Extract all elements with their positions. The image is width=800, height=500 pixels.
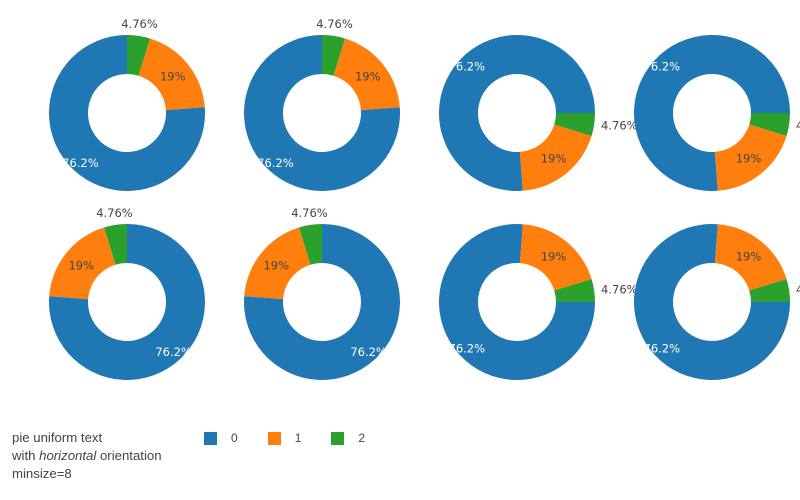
pie-0-label-1: 19% (160, 70, 186, 84)
pie-6-slice-2[interactable] (554, 279, 595, 302)
legend-item-2[interactable]: 2 (331, 431, 365, 445)
pie-5-label-2: 4.76% (291, 206, 328, 220)
pie-1-label-0: 76.2% (257, 156, 294, 170)
pie-4-slice-0[interactable] (49, 224, 206, 380)
pie-4-label-1: 19% (68, 259, 94, 273)
pie-7-slice-1[interactable] (714, 224, 787, 291)
pie-2-slice-0[interactable] (439, 34, 595, 192)
pie-3-label-0: 76.2% (644, 59, 681, 73)
caption-emphasis: horizontal (39, 448, 97, 463)
pie-1-slice-0[interactable] (244, 35, 400, 191)
legend[interactable]: 0 1 2 (204, 431, 395, 445)
pie-7-label-1: 19% (736, 249, 762, 263)
pie-0-label-0: 76.2% (62, 156, 99, 170)
pie-7-slice-0[interactable] (634, 224, 790, 380)
pie-3: 76.2% 19% 4.76% (634, 34, 800, 191)
legend-label-2: 2 (358, 431, 366, 445)
pie-6-label-0: 76.2% (449, 342, 486, 356)
pie-2-slice-1[interactable] (519, 124, 592, 191)
pie-5-slice-0[interactable] (244, 224, 401, 380)
pie-5: 76.2% 19% 4.76% (244, 206, 401, 380)
pie-5-slice-1[interactable] (244, 227, 311, 300)
pie-4-slice-1[interactable] (49, 227, 116, 300)
pie-6-label-2: 4.76% (601, 282, 638, 296)
pie-1-slice-2[interactable] (322, 35, 345, 76)
pie-0-label-2: 4.76% (121, 17, 158, 31)
pie-0-slice-2[interactable] (127, 35, 150, 76)
pie-0-slice-0[interactable] (48, 35, 205, 191)
pie-2-label-0: 76.2% (449, 59, 486, 73)
pie-1: 76.2% 19% 4.76% (244, 17, 400, 191)
legend-label-0: 0 (231, 431, 238, 445)
legend-label-1: 1 (294, 431, 302, 445)
pie-2-label-2: 4.76% (601, 119, 638, 133)
pie-6-slice-0[interactable] (439, 224, 595, 380)
pie-2-label-1: 19% (541, 152, 567, 166)
pie-4-label-2: 4.76% (96, 206, 133, 220)
caption-line-3: minsize=8 (12, 466, 72, 481)
pie-0-slice-1[interactable] (138, 38, 205, 111)
pie-6: 76.2% 19% 4.76% (439, 224, 638, 380)
pie-1-label-2: 4.76% (316, 17, 353, 31)
pie-0: 76.2% 19% 4.76% (48, 17, 205, 191)
pie-2-slice-2[interactable] (554, 113, 595, 136)
pie-6-slice-1[interactable] (519, 224, 592, 291)
pie-3-slice-1[interactable] (714, 124, 787, 191)
pie-5-label-0: 76.2% (350, 345, 387, 359)
legend-swatch-0 (204, 431, 217, 445)
pie-7-slice-2[interactable] (749, 279, 790, 302)
pie-3-label-1: 19% (736, 152, 762, 166)
pie-1-label-1: 19% (355, 70, 381, 84)
pie-5-label-1: 19% (263, 259, 289, 273)
pie-3-slice-2[interactable] (749, 113, 790, 136)
pie-3-slice-0[interactable] (634, 34, 790, 191)
legend-item-1[interactable]: 1 (267, 431, 302, 445)
legend-item-0[interactable]: 0 (204, 431, 238, 445)
legend-swatch-2 (331, 431, 345, 445)
chart-caption: pie uniform text with horizontal orienta… (12, 429, 162, 483)
pie-4: 76.2% 19% 4.76% (49, 206, 206, 380)
pie-6-label-1: 19% (541, 249, 567, 263)
caption-line-1: pie uniform text (12, 430, 103, 445)
pie-7-label-2: 4.76% (796, 282, 800, 296)
pie-4-slice-2[interactable] (104, 224, 127, 265)
pie-7: 76.2% 19% 4.76% (634, 224, 800, 380)
pie-7-label-0: 76.2% (644, 342, 681, 356)
pie-5-slice-2[interactable] (299, 224, 322, 265)
pie-3-label-2: 4.76% (796, 119, 800, 133)
pie-4-label-0: 76.2% (155, 345, 192, 359)
pie-1-slice-1[interactable] (333, 38, 400, 111)
caption-line-2: with horizontal orientation (12, 448, 162, 463)
legend-swatch-1 (267, 431, 281, 445)
pie-2: 76.2% 19% 4.76% (439, 34, 638, 192)
